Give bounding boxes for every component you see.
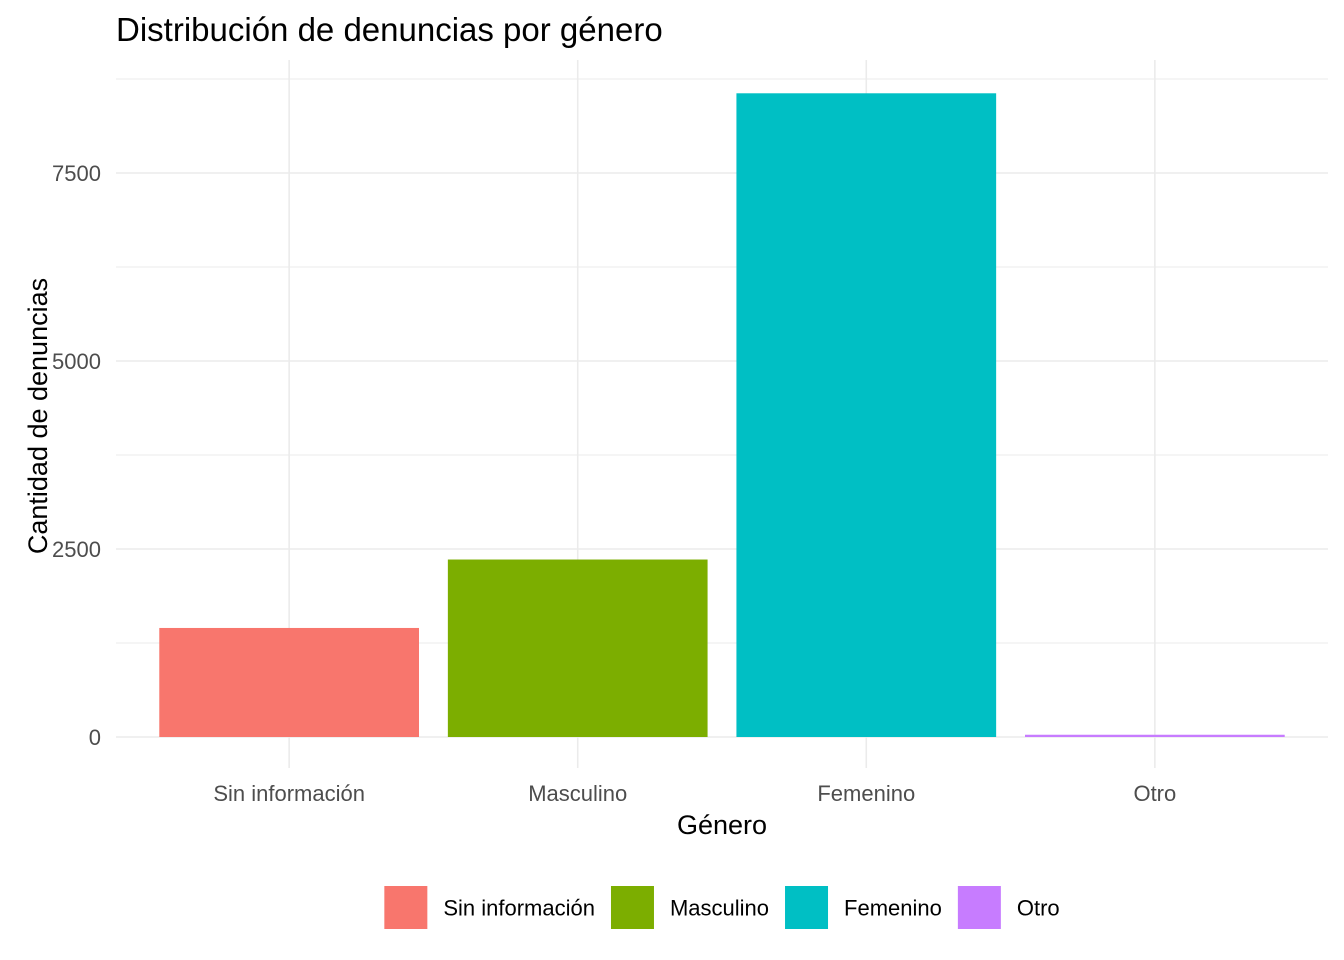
legend-label: Femenino <box>844 896 942 921</box>
y-axis-ticks: 0 2500 5000 7500 <box>52 161 101 750</box>
bar-sin-información <box>159 627 420 737</box>
x-tick-label: Sin información <box>213 781 365 806</box>
bar-masculino <box>447 559 708 737</box>
y-tick-label: 0 <box>89 725 101 750</box>
legend-key <box>957 886 1001 929</box>
legend-label: Sin información <box>443 896 595 921</box>
y-tick-label: 5000 <box>52 349 101 374</box>
legend-key <box>785 886 829 929</box>
y-tick-label: 2500 <box>52 537 101 562</box>
x-tick-label: Otro <box>1133 781 1176 806</box>
x-tick-label: Masculino <box>528 781 627 806</box>
legend-label: Otro <box>1017 896 1060 921</box>
legend-key <box>610 886 654 929</box>
legend-label: Masculino <box>670 896 769 921</box>
x-axis-ticks: Sin información Masculino Femenino Otro <box>213 781 1176 806</box>
legend-key <box>384 886 428 929</box>
legend: Sin información Masculino Femenino Otro <box>384 886 1060 929</box>
bar-femenino <box>736 93 997 737</box>
chart-title: Distribución de denuncias por género <box>116 11 663 48</box>
y-tick-label: 7500 <box>52 161 101 186</box>
y-axis-title: Cantidad de denuncias <box>23 278 53 554</box>
x-tick-label: Femenino <box>817 781 915 806</box>
bars <box>159 93 1285 737</box>
bar-otro <box>1025 734 1285 737</box>
x-axis-title: Género <box>677 810 767 840</box>
